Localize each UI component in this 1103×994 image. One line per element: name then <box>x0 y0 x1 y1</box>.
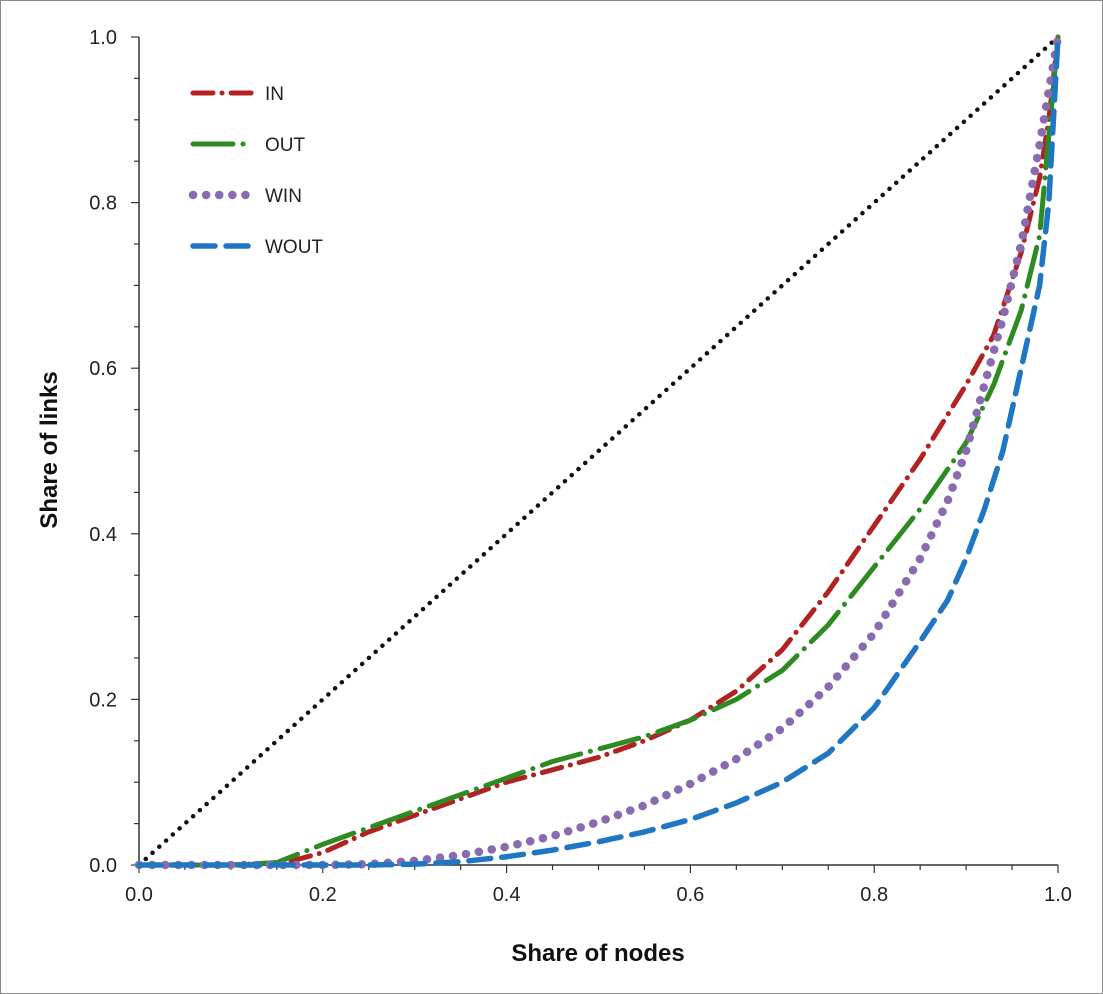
equality-line <box>136 34 1061 868</box>
legend-label: WOUT <box>265 237 323 258</box>
legend-item-out: OUT <box>190 135 306 156</box>
legend: IN OUT WIN WOUT <box>188 84 323 258</box>
y-tick-label: 0.6 <box>89 358 117 380</box>
x-tick-label: 1.0 <box>1044 884 1072 906</box>
x-tick-label: 0.6 <box>676 884 704 906</box>
y-tick-label: 1.0 <box>89 27 117 49</box>
y-axis-title: Share of links <box>36 371 63 528</box>
series-out <box>136 34 1061 868</box>
x-tick-label: 0.2 <box>309 884 337 906</box>
series-win <box>134 32 1063 870</box>
axes: 0.0 0.2 0.4 0.6 0.8 1.0 0.0 0.2 0.4 0.6 0.8 1.0 <box>89 27 1072 906</box>
legend-label: WIN <box>265 186 302 207</box>
y-tick-label: 0.8 <box>89 193 117 215</box>
legend-label: OUT <box>265 135 306 156</box>
legend-item-win: WIN <box>188 186 302 207</box>
x-tick-label: 0.8 <box>860 884 888 906</box>
y-tick-label: 0.2 <box>89 689 117 711</box>
legend-item-in: IN <box>190 84 284 105</box>
x-axis-title: Share of nodes <box>511 940 684 967</box>
x-tick-label: 0.4 <box>493 884 521 906</box>
legend-item-wout: WOUT <box>190 237 323 258</box>
series-line-wout <box>136 34 1061 868</box>
series-line-win <box>134 32 1063 870</box>
y-tick-label: 0.4 <box>89 524 117 546</box>
reference-line-layer <box>136 34 1061 868</box>
legend-label: IN <box>265 84 284 105</box>
series-wout <box>136 34 1061 868</box>
y-tick-label: 0.0 <box>89 855 117 877</box>
series-layer <box>134 32 1063 870</box>
series-line-out <box>136 34 1061 868</box>
x-tick-label: 0.0 <box>125 884 153 906</box>
